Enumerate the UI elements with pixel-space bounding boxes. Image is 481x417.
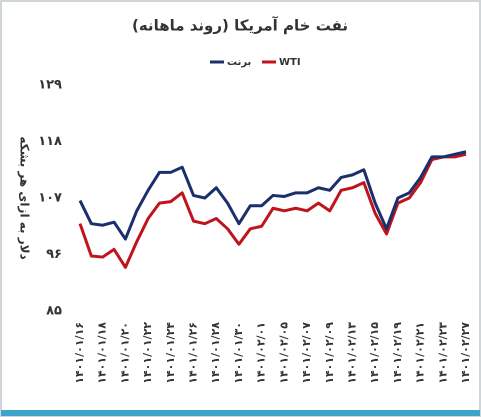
legend-label: WTI (279, 57, 301, 68)
series-line (78, 152, 467, 269)
series-line (78, 150, 467, 241)
y-tick-label: ۱۲۹ (38, 78, 62, 93)
x-tick-label: ۱۴۰۱/۰۱/۱۶ (73, 322, 86, 384)
y-tick-label: ۱۰۷ (38, 191, 62, 206)
chart-title: نفت خام آمریکا (روند ماهانه) (132, 17, 348, 35)
x-tick-label: ۱۴۰۱/۰۱/۳۰ (232, 322, 245, 384)
bottom-strip (1, 410, 480, 416)
x-tick-label: ۱۴۰۱/۰۲/۰۵ (277, 322, 290, 384)
x-tick-label: ۱۴۰۱/۰۲/۲۳ (436, 322, 449, 384)
x-tick-label: ۱۴۰۱/۰۱/۲۸ (209, 322, 222, 384)
legend-label: برنت (227, 57, 251, 68)
x-tick-label: ۱۴۰۱/۰۲/۲۱ (414, 322, 427, 384)
x-tick-label: ۱۴۰۱/۰۱/۱۸ (96, 322, 109, 384)
x-tick-label: ۱۴۰۱/۰۲/۱۵ (368, 322, 381, 384)
y-tick-label: ۱۱۸ (38, 134, 62, 149)
x-tick-label: ۱۴۰۱/۰۲/۱۹ (391, 322, 404, 384)
x-tick-label: ۱۴۰۱/۰۲/۲۷ (459, 322, 472, 384)
x-tick-label: ۱۴۰۱/۰۲/۰۱ (255, 322, 268, 384)
y-axis-label: دلار به ازای هر بشکه (18, 136, 32, 259)
x-tick-label: ۱۴۰۱/۰۱/۲۰ (118, 322, 131, 384)
x-tick-label: ۱۴۰۱/۰۲/۰۹ (323, 322, 336, 384)
x-tick-label: ۱۴۰۱/۰۲/۰۷ (300, 322, 313, 384)
x-tick-label: ۱۴۰۱/۰۲/۱۳ (345, 322, 358, 384)
x-tick-label: ۱۴۰۱/۰۱/۲۲ (141, 322, 154, 384)
y-tick-label: ۹۶ (46, 247, 62, 262)
x-tick-label: ۱۴۰۱/۰۱/۲۶ (187, 322, 200, 384)
x-tick-label: ۱۴۰۱/۰۱/۲۴ (164, 322, 177, 384)
y-tick-label: ۸۵ (46, 304, 62, 319)
